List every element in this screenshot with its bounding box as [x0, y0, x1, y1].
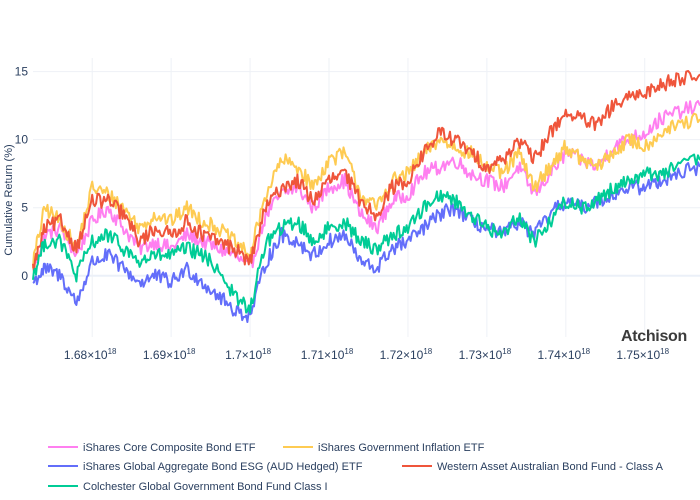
legend-label: iShares Global Aggregate Bond ESG (AUD H…	[83, 461, 363, 473]
x-tick-label: 1.69×1018	[143, 347, 196, 362]
x-tick-label: 1.75×1018	[616, 347, 669, 362]
legend-item[interactable]: Colchester Global Government Bond Fund C…	[48, 481, 328, 493]
legend-item[interactable]: iShares Core Composite Bond ETF	[48, 442, 256, 454]
legend-label: Colchester Global Government Bond Fund C…	[83, 481, 328, 493]
x-tick-label: 1.71×1018	[301, 347, 354, 362]
series-line[interactable]	[32, 153, 700, 314]
legend-item[interactable]: Western Asset Australian Bond Fund - Cla…	[402, 461, 664, 473]
x-tick-label: 1.72×1018	[380, 347, 433, 362]
y-tick-label: 10	[15, 133, 29, 147]
y-tick-label: 0	[21, 269, 28, 283]
y-tick-label: 15	[15, 65, 29, 79]
y-tick-label: 5	[21, 201, 28, 215]
y-axis-title: Cumulative Return (%)	[3, 144, 15, 255]
legend-label: iShares Government Inflation ETF	[318, 442, 485, 454]
series-line[interactable]	[32, 161, 700, 323]
x-tick-label: 1.74×1018	[537, 347, 590, 362]
y-axis: 0 5 10 15	[15, 65, 29, 283]
x-tick-label: 1.73×1018	[459, 347, 512, 362]
legend-label: Western Asset Australian Bond Fund - Cla…	[437, 461, 664, 473]
x-axis: 1.68×1018 1.69×1018 1.7×1018 1.71×1018 1.72×…	[64, 347, 670, 362]
x-tick-label: 1.68×1018	[64, 347, 117, 362]
x-tick-label: 1.7×1018	[225, 347, 271, 362]
legend-label: iShares Core Composite Bond ETF	[83, 442, 256, 454]
legend[interactable]: iShares Core Composite Bond ETF iShares G…	[48, 442, 664, 493]
atchison-logo: Atchison	[621, 328, 687, 345]
legend-item[interactable]: iShares Global Aggregate Bond ESG (AUD H…	[48, 461, 363, 473]
series-line[interactable]	[32, 70, 700, 274]
legend-item[interactable]: iShares Government Inflation ETF	[283, 442, 485, 454]
plot-area[interactable]	[32, 70, 700, 323]
